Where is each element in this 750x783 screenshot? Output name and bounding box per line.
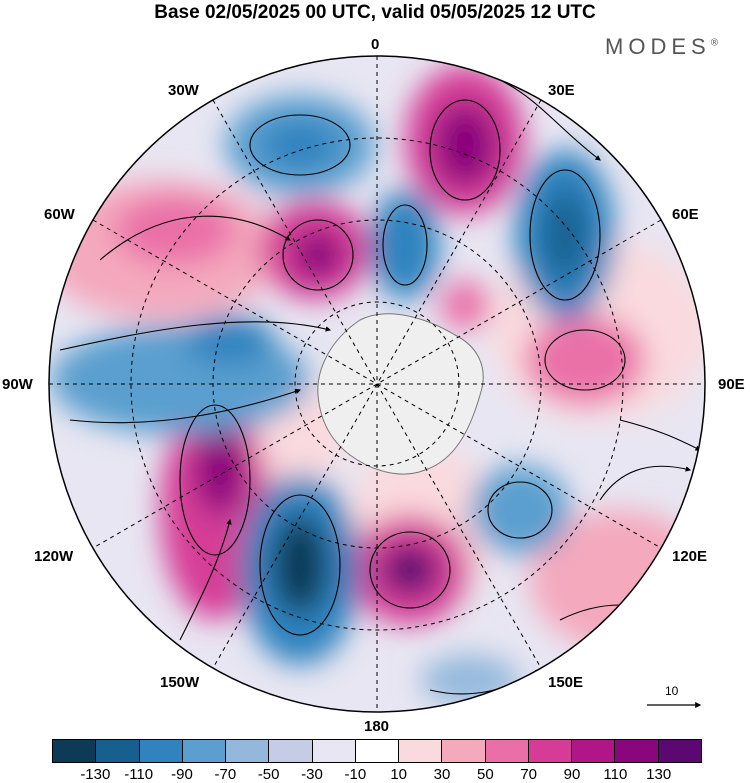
anomaly-blobs [49,65,705,705]
wind-streamlines [59,79,701,695]
modes-logo: MODES® [605,34,718,60]
lon-label-120w: 120W [34,548,74,565]
lon-label-30w: 30W [168,82,199,99]
reference-vector-label: 10 [665,684,679,698]
colorbar-cell [442,740,486,762]
colorbar-tick-label: -50 [257,766,280,783]
colorbar-tick-label: 110 [603,766,628,783]
colorbar-cell [485,740,529,762]
colorbar-tick-label: 30 [433,766,451,783]
colorbar [52,739,702,763]
lon-label-120e: 120E [672,548,708,565]
colorbar-tick-label: -30 [301,766,323,783]
lon-label-0: 0 [371,36,380,53]
colorbar-cell [572,740,616,762]
lon-label-90e: 90E [718,376,745,393]
lon-label-150w: 150W [160,674,200,691]
colorbar-tick-label: -90 [171,766,193,783]
lon-label-90w: 90W [2,376,33,393]
colorbar-tick-label: 50 [476,766,494,783]
registered-mark: ® [710,37,719,49]
colorbar-cell [139,740,183,762]
lon-label-180: 180 [364,718,390,735]
colorbar-cell [269,740,313,762]
colorbar-cell [528,740,573,762]
colorbar-tick-label: -70 [214,766,237,783]
map-title: Base 02/05/2025 00 UTC, valid 05/05/2025… [154,2,596,23]
colorbar-tick-label: 90 [563,766,581,783]
colorbar-tick-label: 130 [646,766,672,783]
lon-label-150e: 150E [548,674,584,691]
antarctica-land [317,313,484,475]
brand-text: MODES [605,34,711,59]
colorbar-cell [399,740,443,762]
lon-label-30e: 30E [548,82,575,99]
map-border [48,55,706,713]
colorbar-cell [658,740,701,762]
polar-map [48,55,706,713]
graticule [49,56,705,712]
colorbar-tick-labels: -130 -110 -90 -70 -50 -30 -10 10 30 50 70 90 110 130 [52,766,702,783]
colorbar-cell [96,740,140,762]
colorbar-cell [312,740,356,762]
colorbar-cell [355,740,400,762]
colorbar-cell [182,740,227,762]
colorbar-cell [53,740,97,762]
colorbar-tick-label: -130 [80,766,111,783]
colorbar-tick-label: -10 [344,766,367,783]
colorbar-cell [615,740,659,762]
colorbar-cell [226,740,270,762]
lon-label-60w: 60W [44,206,75,223]
colorbar-tick-label: 70 [520,766,537,783]
colorbar-tick-label: -110 [124,766,154,783]
colorbar-tick-label: 10 [390,766,407,783]
shaded-field [49,56,705,712]
lon-label-60e: 60E [672,206,699,223]
